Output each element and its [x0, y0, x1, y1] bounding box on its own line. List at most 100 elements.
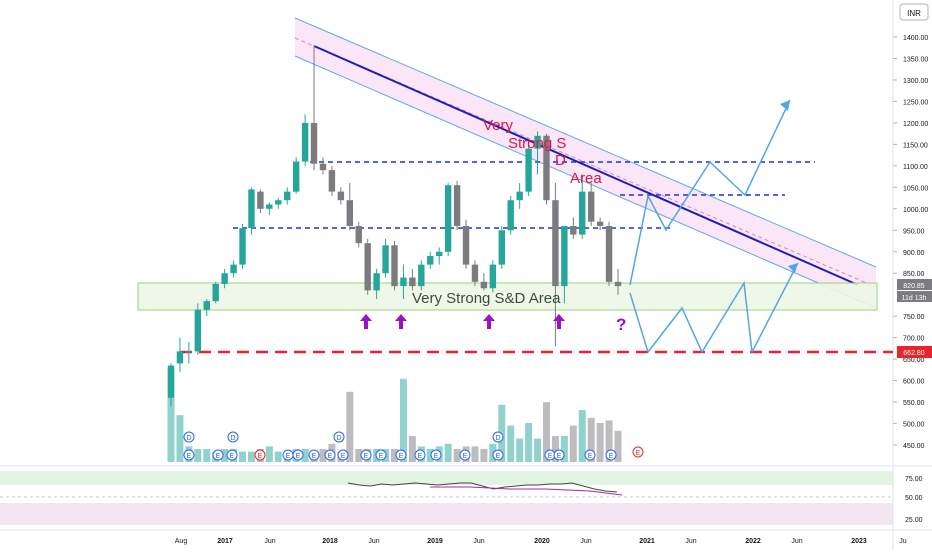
candle-body [462, 225, 470, 265]
candle-body [364, 243, 371, 291]
volume-bar [391, 449, 398, 462]
earnings-badge-letter: E [216, 453, 221, 460]
earnings-badge[interactable] [324, 449, 336, 461]
earnings-badge-letter: E [312, 453, 317, 460]
question-mark: ? [616, 315, 626, 334]
earnings-badge[interactable] [584, 449, 596, 461]
candle-body [257, 191, 264, 209]
earnings-badge-letter: E [379, 453, 384, 460]
rsi-line [347, 482, 617, 493]
earnings-badge-letter: E [399, 453, 404, 460]
earnings-badge[interactable] [212, 449, 224, 461]
candle-body [266, 204, 273, 209]
support-price-tag [897, 346, 932, 358]
up-arrow-2 [395, 314, 407, 329]
earnings-badge-letter: E [286, 453, 291, 460]
volume-bar [247, 451, 255, 462]
time-tick-label: Jun [580, 538, 591, 545]
price-tick-label: 450.00 [903, 443, 925, 450]
earnings-badge[interactable] [430, 449, 442, 461]
channel-lower-line [294, 55, 877, 309]
demand-zone-label: Very Strong S&D Area [412, 290, 561, 307]
dividend-badge[interactable] [227, 431, 239, 443]
volume-bar [551, 436, 559, 462]
dividend-badge[interactable] [492, 431, 504, 443]
candle-body [587, 191, 595, 222]
candle-body [221, 273, 228, 284]
earnings-badge[interactable] [337, 449, 349, 461]
projection-bearish-arrowhead [788, 263, 798, 273]
earnings-badge-letter: E [296, 453, 301, 460]
earnings-badge[interactable] [254, 449, 266, 461]
rsi-axis: 75.00 50.00 25.00 [905, 476, 923, 524]
volume-bar [426, 449, 434, 462]
price-tick-label: 500.00 [903, 422, 925, 429]
price-tick-label: 1050.00 [903, 185, 928, 192]
candle-body [239, 228, 246, 265]
time-tick-label: 2022 [745, 538, 761, 545]
price-tick-label: 850.00 [903, 271, 925, 278]
earnings-badge[interactable] [459, 449, 471, 461]
earnings-badge[interactable] [492, 449, 504, 461]
candle-body [498, 230, 505, 265]
earnings-badge[interactable] [395, 449, 407, 461]
volume-bar [167, 368, 175, 462]
earnings-badge[interactable] [414, 449, 426, 461]
earnings-badge[interactable] [292, 449, 304, 461]
volume-bar [605, 420, 613, 462]
volume-bar [471, 446, 479, 462]
earnings-badge-letter: E [230, 453, 235, 460]
candle-body [444, 185, 452, 252]
earnings-badge[interactable] [632, 446, 644, 458]
countdown-label: 11d 13h [902, 295, 927, 302]
volume-bar [525, 423, 533, 462]
volume-bar [614, 430, 622, 462]
projection-bearish [629, 262, 799, 355]
candle-body [614, 281, 622, 287]
time-tick-label: 2018 [322, 538, 338, 545]
volume-bar [587, 417, 595, 462]
candle-body [310, 122, 318, 164]
rsi-tick-label: 50.00 [905, 495, 923, 502]
rsi-overbought-band [0, 471, 893, 485]
earnings-badge-letter: E [418, 453, 423, 460]
time-axis: Aug 2017 Jun 2018 Jun 2019 Jun 2020 Jun 2021 Jun 20… [175, 538, 907, 545]
time-tick-label: Aug [175, 538, 188, 545]
candle-body [185, 351, 193, 353]
candle-body [436, 251, 443, 257]
dividend-badge[interactable] [333, 431, 345, 443]
candle-body [337, 191, 345, 201]
earnings-badge[interactable] [308, 449, 320, 461]
up-arrow-1 [360, 314, 372, 329]
candle-body [579, 191, 586, 235]
earnings-badge[interactable] [360, 449, 372, 461]
candle-body [373, 273, 380, 291]
candle-body [230, 264, 237, 274]
earnings-badge[interactable] [375, 449, 387, 461]
volume-bar [301, 449, 309, 462]
price-tick-label: 1200.00 [903, 121, 928, 128]
candle-body [167, 365, 175, 398]
earnings-badge[interactable] [226, 449, 238, 461]
support-price-label: 662.80 [903, 350, 925, 357]
price-tick-label: 1300.00 [903, 78, 928, 85]
currency-badge[interactable] [899, 3, 929, 21]
volume-bar [578, 410, 586, 462]
price-tick-label: 1250.00 [903, 99, 928, 106]
earnings-badge-letter: E [496, 453, 501, 460]
candle-body [561, 225, 568, 287]
earnings-badge-letter: E [636, 450, 641, 457]
channel-label-very: Very [483, 117, 514, 134]
dividend-badge[interactable] [183, 431, 195, 443]
earnings-badge[interactable] [605, 449, 617, 461]
channel-label-area: Area [570, 170, 602, 187]
earnings-badge-letter: E [548, 453, 553, 460]
volume-bar [569, 425, 577, 462]
earnings-badge-letter: E [258, 453, 263, 460]
earnings-badge[interactable] [183, 449, 195, 461]
demand-zone [137, 282, 878, 311]
candle-body [319, 163, 327, 171]
projection-bullish-arrowhead [780, 100, 790, 111]
earnings-badge[interactable] [553, 449, 565, 461]
